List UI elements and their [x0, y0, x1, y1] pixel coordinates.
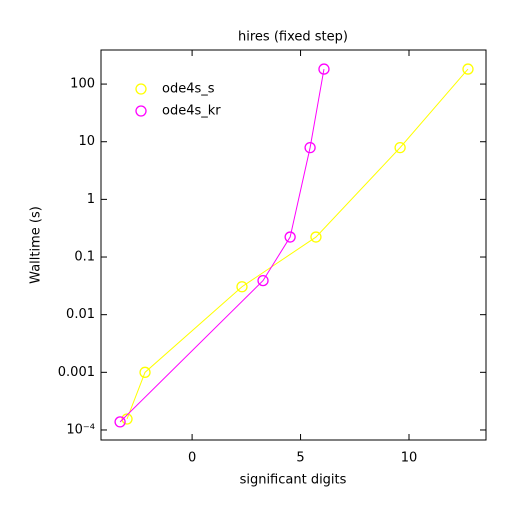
x-tick-label: 10 — [401, 451, 418, 466]
y-tick-label: 100 — [70, 77, 95, 92]
y-tick-label: 1 — [87, 192, 95, 207]
marker — [139, 366, 151, 378]
marker — [394, 141, 406, 154]
y-tick-label: 10⁻⁴ — [66, 422, 95, 437]
series-line — [126, 68, 469, 420]
marker — [284, 231, 296, 243]
series-line — [119, 68, 325, 423]
x-axis-label: significant digits — [240, 473, 347, 488]
marker — [236, 281, 248, 293]
marker — [114, 416, 126, 428]
marker — [121, 413, 133, 425]
marker — [304, 141, 316, 154]
y-tick-label: 10 — [78, 134, 95, 149]
legend-marker — [135, 105, 147, 117]
x-tick-label: 5 — [296, 451, 304, 466]
marker — [310, 231, 322, 243]
y-tick-label: 0.001 — [58, 365, 95, 380]
y-tick-label: 0.1 — [74, 250, 95, 265]
x-tick-label: 0 — [188, 451, 196, 466]
y-axis-label: Walltime (s) — [29, 206, 44, 284]
legend-marker — [135, 83, 147, 95]
chart-title: hires (fixed step) — [238, 30, 348, 45]
plot-frame — [100, 49, 487, 441]
marker — [462, 63, 474, 75]
marker — [318, 63, 330, 75]
legend-label: ode4s_s — [162, 82, 215, 97]
legend-label: ode4s_kr — [162, 104, 221, 119]
marker — [257, 274, 269, 287]
y-tick-label: 0.01 — [66, 307, 95, 322]
